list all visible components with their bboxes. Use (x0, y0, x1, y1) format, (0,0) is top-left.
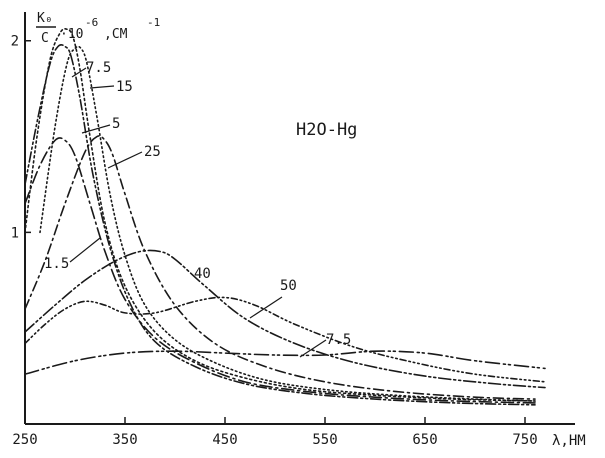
leader-25 (107, 151, 143, 169)
curve-label-5: 5 (112, 116, 120, 132)
axes (24, 12, 575, 425)
series-curve-40 (24, 249, 546, 389)
curve-label-50: 50 (280, 278, 297, 294)
leader-7-5-top (71, 67, 87, 78)
curve-labels: 7.5 15 5 25 1.5 40 50 7.5 (44, 60, 351, 358)
curves (24, 28, 546, 406)
x-tick-label-450: 450 (212, 432, 237, 448)
y-title-unit: ,CM (104, 27, 128, 42)
series-curve-5 (24, 44, 536, 406)
curve-label-25: 25 (144, 144, 161, 160)
curve-label-7-5-top: 7.5 (86, 60, 111, 76)
leader-15 (89, 85, 115, 89)
y-title-multiplier: ·10 (60, 27, 83, 42)
series-curve-7-5 (24, 28, 536, 402)
curve-label-1-5: 1.5 (44, 256, 69, 272)
x-tick-label-650: 650 (412, 432, 437, 448)
x-axis-title: λ,HM (552, 433, 586, 449)
curve-label-7-5-bottom: 7.5 (326, 332, 351, 348)
x-tick-label-250: 250 (12, 432, 37, 448)
system-label: H2O-Hg (296, 120, 357, 140)
series-curve-75 (24, 350, 546, 375)
series-curve-1-5 (24, 137, 536, 404)
curve-label-15: 15 (116, 79, 133, 95)
leader-5 (81, 124, 111, 134)
y-title-exponent: -6 (85, 16, 98, 29)
y-tick-label-2: 2 (11, 34, 19, 50)
y-title-numerator: K₀ (37, 11, 53, 26)
series-curve-15 (39, 45, 536, 402)
y-axis-title: K₀ C ·10 -6 ,CM -1 (36, 11, 160, 46)
y-title-unit-exponent: -1 (147, 16, 160, 29)
series-curve-25 (24, 135, 536, 400)
x-tick-label-750: 750 (512, 432, 537, 448)
x-tick-label-550: 550 (312, 432, 337, 448)
y-title-denominator: C (41, 31, 49, 46)
leader-1-5 (69, 237, 101, 263)
leader-7-5-bottom (299, 339, 327, 358)
curve-label-40: 40 (194, 266, 211, 282)
series-curve-50 (24, 296, 546, 383)
leader-50 (249, 296, 283, 319)
x-tick-label-350: 350 (112, 432, 137, 448)
y-tick-label-1: 1 (11, 225, 19, 241)
